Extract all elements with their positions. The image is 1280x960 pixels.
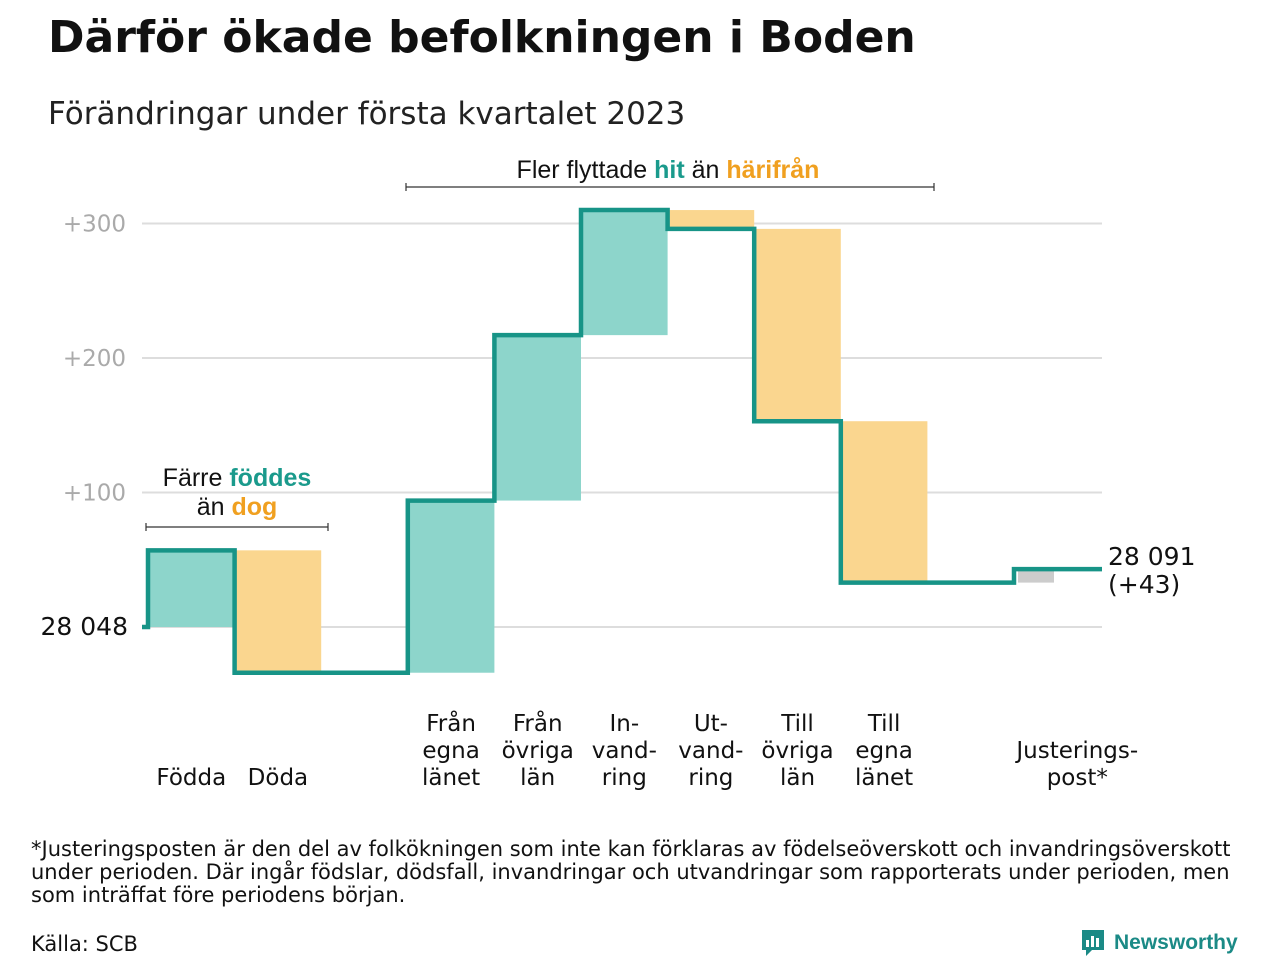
y-tick-label: +100: [63, 481, 126, 507]
category-label: län: [780, 765, 815, 791]
annotation-segment: Färre: [163, 464, 230, 492]
annotation-segment: härifrån: [726, 156, 819, 184]
category-label: post*: [1047, 765, 1108, 791]
annotation-text: än dog: [197, 493, 278, 521]
footnote: *Justeringsposten är den del av folkökni…: [31, 837, 1231, 907]
bar-inflow: [407, 500, 495, 673]
category-label: ring: [602, 765, 647, 791]
bar-inflow: [494, 335, 581, 501]
annotation-segment: dog: [231, 493, 277, 521]
bar-outflow: [840, 421, 928, 583]
annotation-text: Färre föddes: [163, 464, 312, 492]
category-label: Justerings-: [1014, 738, 1138, 764]
category-label: Från: [426, 709, 476, 737]
annotation-segment: än: [685, 156, 727, 184]
category-label: ring: [688, 765, 733, 791]
annotation-text: Fler flyttade hit än härifrån: [517, 156, 820, 184]
category-label: In-: [609, 711, 639, 737]
category-label: län: [520, 765, 555, 791]
category-label: Döda: [248, 765, 308, 791]
bar-inflow: [581, 210, 668, 336]
annotation-segment: Fler flyttade: [517, 156, 655, 184]
category-label: vand-: [592, 738, 657, 764]
bars: [148, 210, 1054, 673]
chart-subtitle: Förändringar under första kvartalet 2023: [48, 96, 686, 132]
source-label: Källa: SCB: [31, 932, 138, 956]
category-label: Från: [513, 709, 563, 737]
category-label: Ut-: [694, 711, 728, 737]
category-label: länet: [422, 765, 480, 791]
annotation-segment: hit: [654, 156, 685, 184]
category-label: vand-: [678, 738, 743, 764]
category-label: övriga: [502, 738, 574, 764]
bar-inflow: [148, 550, 235, 627]
category-label: länet: [855, 765, 913, 791]
bar-adjustment: [1018, 569, 1054, 583]
bar-outflow: [667, 210, 755, 229]
category-label: egna: [422, 738, 479, 764]
annotation-segment: föddes: [229, 464, 311, 492]
end-value-label: (+43): [1108, 570, 1180, 599]
start-value-label: 28 048: [41, 612, 128, 641]
brand-logo: Newsworthy: [1080, 928, 1238, 958]
running-total-line: [142, 207, 1102, 675]
end-value-label: 28 091: [1108, 542, 1195, 571]
annotation-segment: än: [197, 493, 232, 521]
chart-title: Därför ökade befolkningen i Boden: [48, 12, 916, 63]
category-label: egna: [855, 738, 912, 764]
category-label: Till: [780, 711, 814, 737]
bar-outflow: [234, 550, 322, 673]
y-tick-label: +200: [63, 346, 126, 372]
newsworthy-logo-icon: [1082, 930, 1104, 956]
category-label: Till: [867, 711, 901, 737]
y-tick-label: +300: [63, 212, 126, 238]
running-total-line: [142, 207, 1102, 675]
brand-name: Newsworthy: [1114, 931, 1238, 954]
bar-outflow: [754, 228, 841, 422]
category-label: övriga: [761, 738, 833, 764]
category-label: Födda: [156, 765, 226, 791]
